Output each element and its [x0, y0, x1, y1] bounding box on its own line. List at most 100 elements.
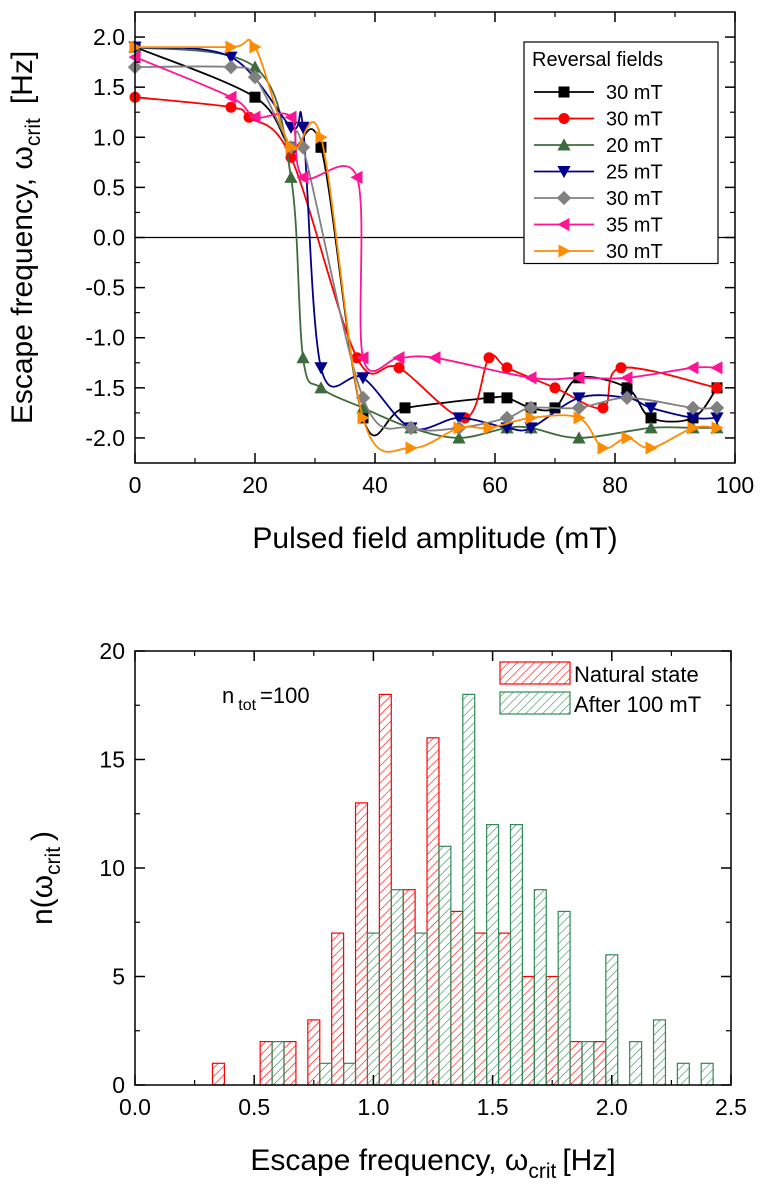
x-tick-label: 0.5: [238, 1094, 270, 1120]
legend-marker: [557, 217, 570, 232]
data-point: [284, 170, 298, 183]
data-point: [686, 412, 700, 425]
legend-label: 30 mT: [606, 82, 663, 104]
histogram-bar: [533, 889, 547, 1086]
histogram-bar: [545, 975, 559, 1086]
data-point: [549, 382, 561, 394]
legend-label: 20 mT: [606, 135, 663, 157]
legend-label: 25 mT: [606, 162, 663, 184]
data-point: [248, 60, 262, 73]
legend-marker: [558, 86, 570, 98]
data-point: [621, 382, 633, 394]
series-6: [128, 50, 723, 385]
data-point: [284, 110, 297, 124]
escape-frequency-histogram: 0.0 0.5 1.0 1.5 2.0 2.5 0 5 10 15 20 Escape freque…: [26, 638, 747, 1183]
chart1-legend-box: [523, 41, 719, 265]
data-point: [296, 121, 310, 134]
data-point: [249, 91, 261, 103]
data-point: [483, 392, 495, 404]
legend-marker: [557, 166, 571, 179]
histogram-bar: [211, 1062, 225, 1086]
histogram-bar: [450, 910, 464, 1086]
data-point: [571, 400, 587, 416]
legend-label: 35 mT: [606, 215, 663, 237]
x-tick-label: 0.0: [119, 1094, 151, 1120]
data-point: [223, 59, 239, 75]
chart2-xlabel-main: Escape frequency, ω: [250, 1144, 528, 1177]
data-point: [357, 411, 370, 425]
series-line: [134, 65, 718, 432]
data-point: [403, 420, 419, 436]
data-point: [356, 401, 370, 414]
y-tick-label: 1.0: [93, 124, 125, 150]
chart1-legend: Reversal fields 30 mT 30 mT 20 mT 25 mT 30 m…: [523, 41, 719, 265]
data-point: [687, 421, 700, 435]
histogram-bar: [366, 932, 380, 1086]
data-point: [645, 441, 658, 455]
data-point: [296, 170, 309, 184]
legend-item: 30 mT: [534, 109, 663, 131]
legend-label: 30 mT: [606, 241, 663, 263]
histogram-bar: [605, 954, 619, 1086]
x-tick-label: 20: [242, 472, 268, 498]
legend-swatch: [499, 691, 571, 715]
chart1-x-axis-title: Pulsed field amplitude (mT): [252, 522, 617, 555]
histogram-bar: [497, 932, 512, 1086]
ntot-sub: tot: [238, 697, 256, 714]
data-point: [392, 351, 405, 365]
histogram-bar: [307, 1019, 321, 1086]
chart1-series-group: [127, 38, 725, 455]
y-tick-label: -2.0: [85, 425, 125, 451]
data-point: [224, 90, 237, 104]
legend-item: 35 mT: [534, 215, 663, 237]
x-tick-label: 0: [129, 472, 142, 498]
y-tick-label: 0: [112, 1072, 125, 1098]
data-point: [573, 411, 586, 425]
data-point: [501, 392, 513, 404]
data-point: [597, 441, 610, 455]
chart2-ntot-annotation: n tot =100: [222, 683, 310, 714]
histogram-bar: [569, 1040, 583, 1086]
data-point: [710, 412, 724, 425]
chart1-y-axis-title: Escape frequency, ωcrit [Hz]: [6, 51, 45, 424]
data-point: [296, 351, 310, 364]
chart2-bars-group: [211, 693, 714, 1086]
histogram-bar: [283, 1040, 297, 1086]
data-point: [644, 421, 658, 434]
data-point: [615, 362, 627, 374]
chart2-ylabel-main: n(ω: [26, 875, 59, 925]
histogram-bar: [402, 889, 416, 1086]
chart1-legend-title: Reversal fields: [532, 49, 663, 71]
data-point: [685, 400, 701, 416]
legend-swatch: [499, 661, 571, 685]
legend-item: 30 mT: [534, 82, 663, 104]
legend-label: 30 mT: [606, 109, 663, 131]
data-point: [524, 422, 538, 435]
chart2-x-axis-title: Escape frequency, ωcrit [Hz]: [250, 1144, 615, 1183]
data-point: [314, 362, 328, 375]
data-point: [315, 141, 327, 153]
histogram-bar: [271, 1040, 285, 1086]
data-point: [247, 69, 263, 85]
histogram-bar: [462, 693, 476, 1086]
chart2-ylabel-sub: crit: [42, 847, 65, 875]
chart2-y-axis-title: n(ωcrit): [26, 831, 65, 925]
legend-item: After 100 mT: [499, 691, 701, 717]
data-point: [501, 362, 513, 374]
data-point: [483, 352, 495, 364]
legend-marker: [558, 113, 570, 124]
data-point: [393, 362, 405, 374]
data-point: [645, 412, 657, 424]
histogram-bar: [378, 693, 392, 1086]
histogram-bar: [521, 975, 535, 1086]
histogram-bar: [581, 1040, 595, 1086]
y-tick-label: 15: [99, 747, 125, 773]
y-tick-label: 10: [99, 855, 125, 881]
legend-marker: [556, 190, 572, 206]
data-point: [225, 101, 237, 113]
data-point: [524, 371, 537, 385]
legend-item: 25 mT: [534, 162, 663, 184]
histogram-bar: [486, 823, 500, 1086]
histogram-bar: [259, 1040, 273, 1086]
